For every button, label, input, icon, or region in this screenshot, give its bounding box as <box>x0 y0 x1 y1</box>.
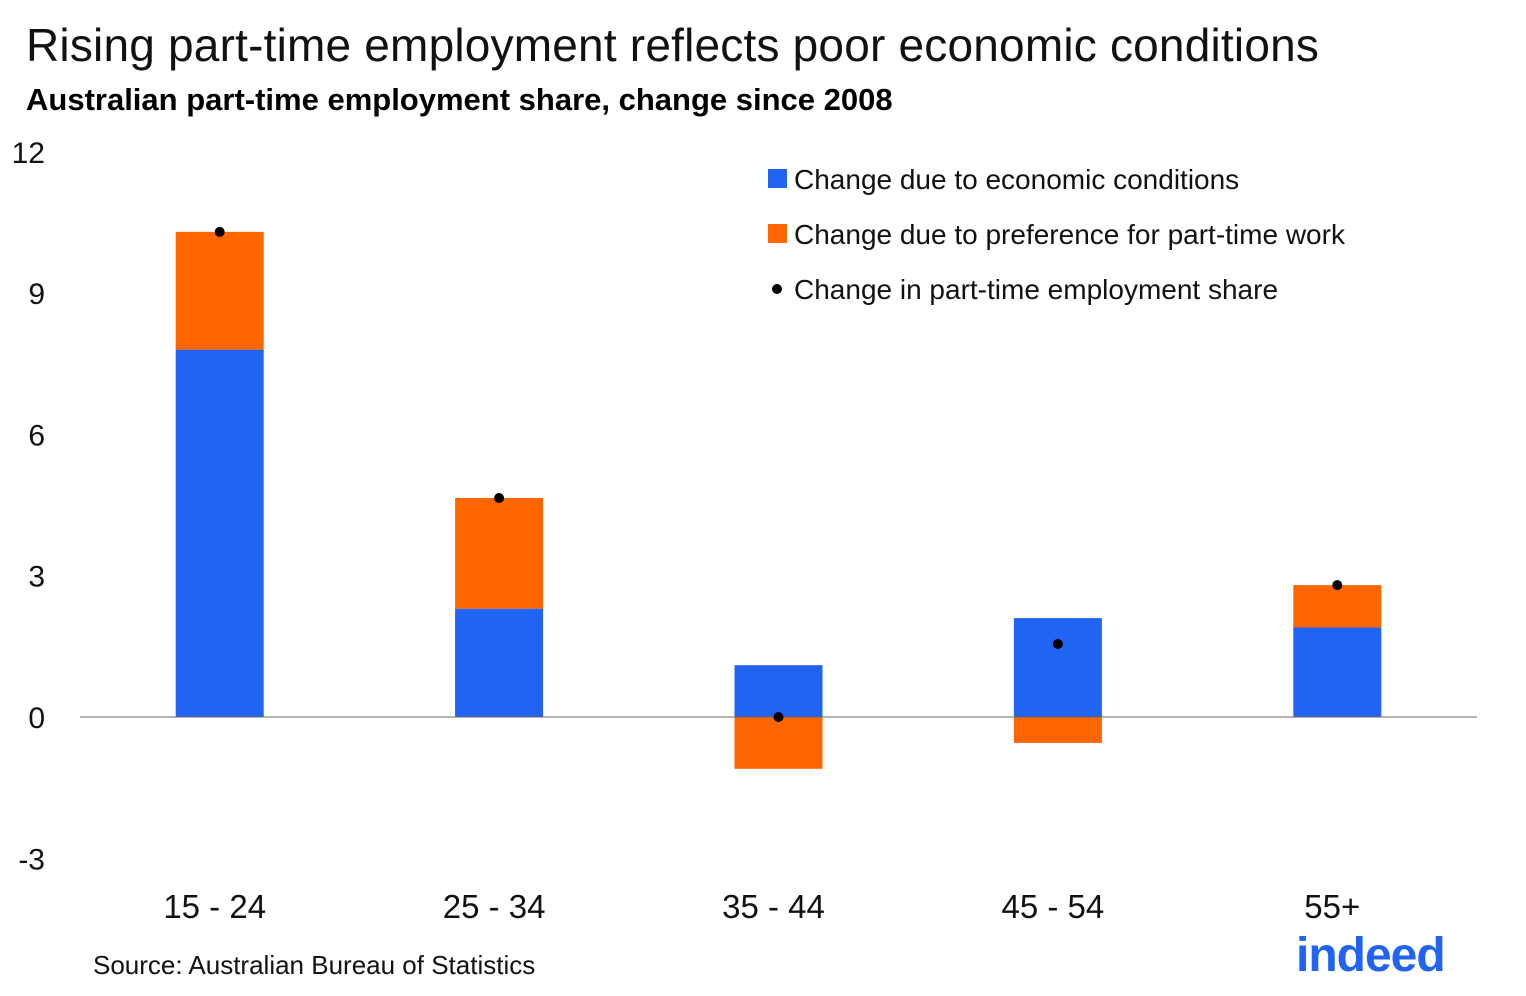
legend-swatch <box>768 169 787 188</box>
bar-segment <box>1293 627 1382 717</box>
y-tick-label: 3 <box>28 561 45 594</box>
x-tick-label: 35 - 44 <box>722 888 825 925</box>
y-tick-label: -3 <box>18 843 45 876</box>
bar-segment <box>175 349 264 717</box>
data-point <box>773 712 784 722</box>
bar-segment <box>175 231 264 350</box>
indeed-logo: indeed <box>1296 929 1446 982</box>
data-point <box>494 492 505 503</box>
y-tick-label: 12 <box>12 137 45 170</box>
legend-swatch <box>772 284 782 294</box>
x-tick-label: 55+ <box>1304 888 1360 925</box>
chart-title: Rising part-time employment reflects poo… <box>26 19 1320 71</box>
data-point <box>1052 638 1063 649</box>
data-point <box>214 226 225 237</box>
source-note: Source: Australian Bureau of Statistics <box>93 950 536 980</box>
bar-segment <box>1013 618 1102 717</box>
y-tick-label: 0 <box>28 702 45 735</box>
x-tick-label: 45 - 54 <box>1002 888 1105 925</box>
legend-label: Change due to preference for part-time w… <box>794 219 1346 250</box>
x-tick-label: 15 - 24 <box>163 888 266 925</box>
bar-segment <box>1013 717 1102 743</box>
data-point <box>1332 580 1343 591</box>
bar-segment <box>734 665 823 717</box>
bar-segment <box>455 608 544 717</box>
y-tick-label: 6 <box>28 419 45 452</box>
y-tick-label: 9 <box>28 278 45 311</box>
bar-segment <box>455 497 544 609</box>
x-tick-label: 25 - 34 <box>443 888 546 925</box>
legend-label: Change in part-time employment share <box>794 274 1278 305</box>
legend-label: Change due to economic conditions <box>794 164 1239 195</box>
bar-segment <box>1293 585 1382 628</box>
bar-segment <box>734 717 823 769</box>
chart-subtitle: Australian part-time employment share, c… <box>26 82 893 117</box>
legend-swatch <box>768 224 787 243</box>
